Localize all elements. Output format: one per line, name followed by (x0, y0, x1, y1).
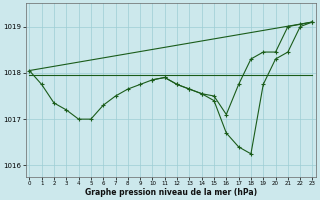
X-axis label: Graphe pression niveau de la mer (hPa): Graphe pression niveau de la mer (hPa) (85, 188, 257, 197)
